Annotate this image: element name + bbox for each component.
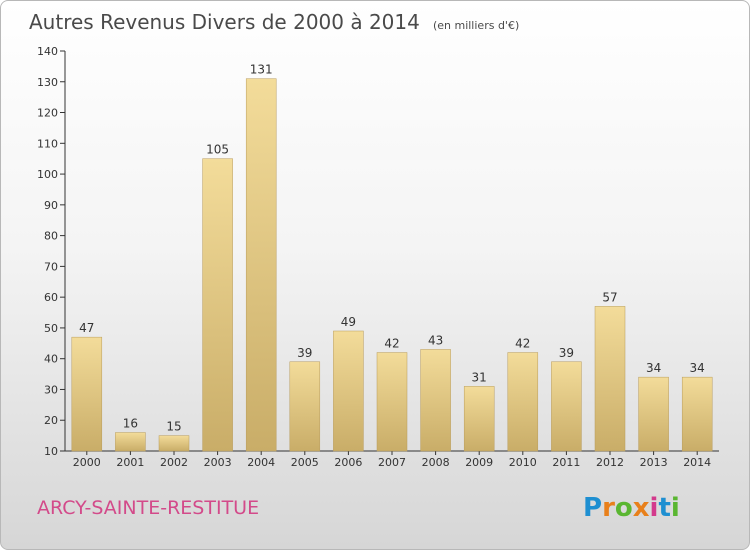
x-tick-label: 2008 [422, 456, 450, 469]
y-tick-label: 110 [37, 137, 58, 150]
x-tick-label: 2010 [509, 456, 537, 469]
bar-value-label: 42 [384, 337, 399, 351]
y-tick-label: 120 [37, 107, 58, 120]
x-tick-label: 2004 [247, 456, 275, 469]
bar [333, 330, 364, 452]
x-tick-label: 2003 [204, 456, 232, 469]
x-axis: 2000 2001 2002 2003 2004 2005 2006 2007 2008 2009… [65, 450, 719, 469]
x-tick-label: 2009 [465, 456, 493, 469]
bar-value-label: 31 [472, 370, 487, 384]
bar [376, 352, 408, 452]
bar [507, 352, 539, 452]
logo-letter: x [633, 493, 650, 523]
y-tick-label: 10 [44, 445, 58, 458]
bar-value-label: 16 [123, 417, 138, 431]
x-tick-label: 2001 [116, 456, 144, 469]
bar [115, 432, 146, 452]
x-tick-label: 2000 [73, 456, 101, 469]
bar [245, 78, 277, 452]
logo-letter: i [671, 493, 680, 523]
bar-value-label: 39 [297, 346, 312, 360]
bar [71, 336, 103, 452]
y-tick-label: 20 [44, 414, 58, 427]
bar [551, 361, 582, 452]
x-tick-label: 2005 [291, 456, 319, 469]
x-tick-label: 2013 [640, 456, 668, 469]
bar-value-label: 131 [250, 63, 273, 77]
x-tick-label: 2006 [334, 456, 362, 469]
proxiti-logo: Proxiti [583, 493, 680, 523]
logo-letter: i [650, 493, 659, 523]
bar-value-label: 15 [166, 420, 181, 434]
bar [202, 158, 233, 452]
x-tick-label: 2011 [552, 456, 580, 469]
bar [463, 386, 495, 452]
x-tick-label: 2014 [683, 456, 711, 469]
y-tick-label: 30 [44, 383, 58, 396]
x-tick-label: 2012 [596, 456, 624, 469]
bar [158, 435, 190, 452]
bar [681, 376, 713, 452]
bar-value-label: 42 [515, 337, 530, 351]
bar [289, 361, 321, 452]
y-tick-label: 100 [37, 168, 58, 181]
x-tick-label: 2007 [378, 456, 406, 469]
y-tick-label: 60 [44, 291, 58, 304]
chart-title: Autres Revenus Divers de 2000 à 2014 [29, 10, 420, 34]
bar-value-label: 49 [341, 315, 356, 329]
bar-value-label: 39 [559, 346, 574, 360]
y-tick-label: 50 [44, 322, 58, 335]
bar-value-label: 34 [690, 361, 705, 375]
y-tick-label: 70 [44, 260, 58, 273]
bar-value-label: 43 [428, 333, 443, 347]
logo-letter: t [658, 493, 670, 523]
y-axis: 10 20 30 40 50 60 70 80 90 100 110 120 130 140 [37, 45, 66, 458]
logo-letter: P [583, 493, 602, 523]
chart-title-text: Autres Revenus Divers de 2000 à 2014 (en… [29, 10, 519, 34]
bar-value-label: 47 [79, 321, 94, 335]
bar-value-label: 105 [206, 143, 229, 157]
chart-subtitle: (en milliers d'€) [433, 19, 519, 32]
x-tick-label: 2002 [160, 456, 188, 469]
y-tick-label: 140 [37, 45, 58, 58]
commune-name: ARCY-SAINTE-RESTITUE [37, 497, 259, 519]
logo-letter: o [615, 493, 633, 523]
logo-letter: r [602, 493, 615, 523]
bar [420, 349, 451, 452]
bars: 47 16 15 105 131 39 49 42 43 31 42 39 57 34 34 [71, 63, 713, 452]
bar-value-label: 57 [602, 290, 617, 304]
y-tick-label: 90 [44, 199, 58, 212]
y-tick-label: 80 [44, 230, 58, 243]
y-tick-label: 40 [44, 353, 58, 366]
bar [638, 376, 669, 452]
bar-value-label: 34 [646, 361, 661, 375]
y-tick-label: 130 [37, 76, 58, 89]
bar [594, 306, 626, 452]
